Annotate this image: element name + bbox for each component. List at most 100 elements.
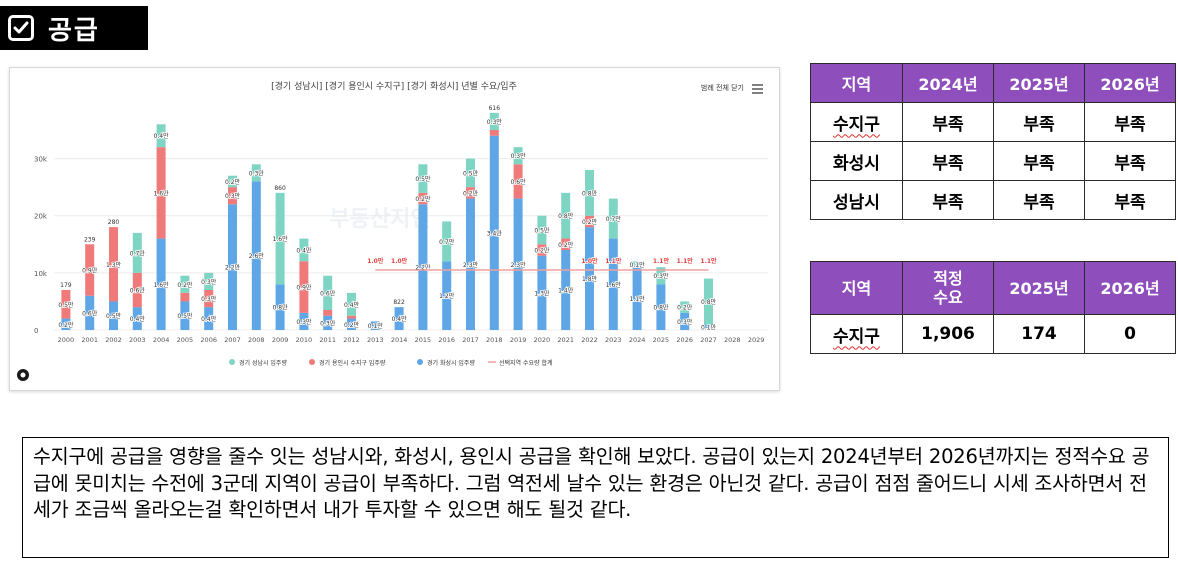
bar-hwaseong: [299, 312, 309, 330]
bar-total-label: 280: [108, 219, 120, 226]
x-tick-label: 2013: [367, 336, 384, 344]
header-cell: 지역: [810, 63, 903, 103]
bar-data-label: 3.4만: [487, 229, 503, 237]
bar-data-label: 0.6만: [511, 178, 527, 186]
brand-logo-icon: [20, 372, 26, 378]
x-tick-label: 2026: [676, 336, 693, 344]
region-cell: 성남시: [810, 180, 903, 220]
bar-hwaseong: [418, 204, 428, 330]
bar-data-label: 0.9만: [296, 284, 312, 292]
bar-data-label: 0.5만: [463, 169, 479, 177]
legend-dot-marker: [309, 359, 315, 365]
bar-data-label: 1.3만: [534, 289, 550, 297]
bar-hwaseong: [228, 204, 237, 330]
bar-data-label: 0.2만: [415, 195, 431, 203]
status-cell: 부족: [1084, 141, 1176, 181]
bar-hwaseong: [466, 198, 475, 330]
x-tick-label: 2001: [81, 336, 98, 344]
demand-label: 1.0만: [581, 257, 598, 265]
bar-data-label: 1.6만: [273, 235, 289, 243]
x-tick-label: 2018: [486, 336, 503, 344]
bar-hwaseong: [251, 181, 261, 330]
demand-label: 1.1만: [653, 257, 670, 265]
x-tick-label: 2006: [200, 336, 217, 344]
x-tick-label: 2020: [534, 336, 551, 344]
bar-hwaseong: [442, 261, 452, 330]
chart-title: [경기 성남시] [경기 용인시 수지구] [경기 화성시] 년별 수요/입주: [271, 80, 517, 92]
bar-data-label: 1.6만: [154, 281, 170, 289]
bar-data-label: 0.2만: [534, 247, 550, 255]
bar-data-label: 0.2만: [558, 241, 574, 249]
y-tick-label: 20k: [34, 213, 48, 221]
bar-seongnam: [323, 275, 333, 310]
bar-seongnam: [680, 301, 690, 313]
status-cell: 부족: [1084, 180, 1176, 220]
bar-hwaseong: [347, 318, 356, 330]
bar-data-label: 0.7만: [606, 215, 622, 223]
demand-label: 1.1만: [700, 257, 717, 265]
bar-seongnam: [537, 215, 547, 245]
y-tick-label: 30k: [34, 156, 48, 164]
x-tick-label: 2025: [653, 336, 670, 344]
watermark-text: 부동산지인: [329, 207, 430, 232]
demand-label: 1.1만: [677, 257, 694, 265]
bar-hwaseong: [513, 198, 523, 330]
bar-data-label: 0.1만: [701, 324, 717, 332]
x-tick-label: 2010: [296, 336, 313, 344]
legend-toggle-button: 범례 전체 닫기: [701, 83, 744, 92]
bar-data-label: 0.2만: [463, 189, 479, 197]
table-row: 수지구 부족 부족 부족: [810, 102, 1176, 142]
bar-data-label: 0.3만: [249, 169, 265, 177]
bar-suji: [537, 244, 547, 256]
y-tick-label: 0: [34, 327, 38, 335]
bar-seongnam: [228, 175, 237, 188]
bar-data-label: 0.1만: [368, 322, 384, 330]
bar-suji: [204, 290, 214, 308]
x-tick-label: 2022: [581, 336, 598, 344]
bar-data-label: 0.5만: [58, 301, 74, 309]
bar-hwaseong: [537, 255, 547, 330]
bar-data-label: 0.3만: [201, 278, 217, 286]
bar-data-label: 0.5만: [106, 312, 122, 320]
bar-suji: [180, 292, 190, 302]
x-tick-label: 2024: [629, 336, 646, 344]
bar-seongnam: [585, 170, 594, 216]
bar-data-label: 0.3만: [320, 319, 336, 327]
bar-hwaseong: [561, 250, 571, 330]
bar-seongnam: [418, 164, 428, 193]
table-row: 수지구 1,906 174 0: [810, 314, 1176, 354]
legend-dot-marker: [417, 359, 423, 365]
supply-demand-chart: [경기 성남시] [경기 용인시 수지구] [경기 화성시] 년별 수요/입주 범…: [9, 67, 780, 391]
bar-suji: [228, 187, 237, 205]
bar-hwaseong: [370, 321, 380, 330]
bar-total-label: 239: [84, 236, 96, 243]
x-tick-label: 2005: [177, 336, 194, 344]
header-cell: 2026년: [1084, 261, 1176, 315]
x-tick-label: 2021: [557, 336, 574, 344]
bar-total-label: 179: [60, 282, 72, 289]
legend-item-label: 경기 화성시 입주량: [427, 359, 475, 367]
bar-data-label: 0.8만: [273, 304, 289, 312]
header-cell: 2025년: [993, 63, 1085, 103]
bar-hwaseong: [323, 315, 333, 330]
header-cell: 2025년: [993, 261, 1085, 315]
bar-seongnam: [513, 147, 523, 165]
bar-data-label: 0.2만: [677, 304, 693, 312]
table-row: 화성시 부족 부족 부족: [810, 141, 1176, 181]
bar-total-label: 860: [274, 185, 286, 192]
region-cell: 수지구: [810, 102, 903, 142]
x-tick-label: 2019: [510, 336, 527, 344]
bar-suji: [85, 244, 95, 296]
bar-hwaseong: [585, 227, 594, 330]
value-cell: 174: [993, 314, 1085, 354]
bar-data-label: 0.1만: [630, 261, 646, 269]
x-tick-label: 2016: [438, 336, 455, 344]
value-cell: 0: [1084, 314, 1176, 354]
x-tick-label: 2007: [224, 336, 241, 344]
status-cell: 부족: [993, 102, 1085, 142]
chart-canvas: [경기 성남시] [경기 용인시 수지구] [경기 화성시] 년별 수요/입주 범…: [17, 80, 768, 381]
x-tick-label: 2009: [272, 336, 289, 344]
bar-data-label: 2.3만: [511, 261, 527, 269]
bar-seongnam: [466, 158, 475, 188]
bar-data-label: 0.6만: [82, 309, 98, 317]
